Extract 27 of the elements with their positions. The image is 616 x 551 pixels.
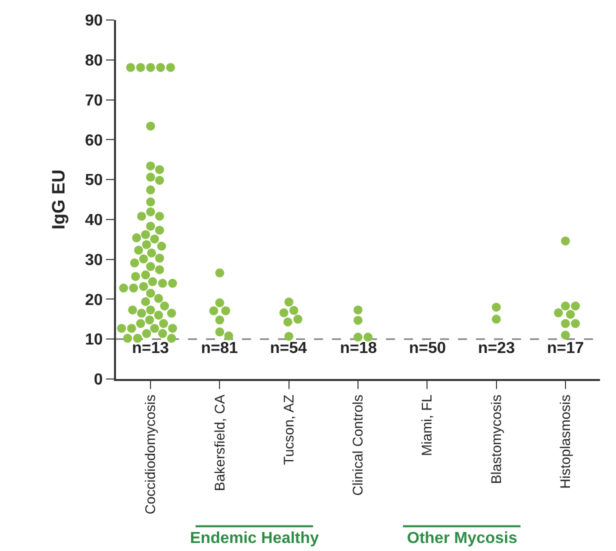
y-tick-label: 70 bbox=[85, 92, 103, 110]
y-axis-title: IgG EU bbox=[48, 169, 69, 230]
y-tick-label: 0 bbox=[94, 372, 103, 389]
y-tick-label: 80 bbox=[85, 52, 103, 70]
y-tick-label: 40 bbox=[85, 212, 103, 230]
x-tick-label: Tucson, AZ bbox=[280, 394, 296, 465]
y-tick-label: 10 bbox=[85, 332, 103, 349]
x-tick-label: Bakersfield, CA bbox=[211, 394, 228, 492]
annotation: n=17 bbox=[547, 340, 584, 357]
annotation: n=13 bbox=[132, 340, 170, 357]
y-tick-label: 50 bbox=[85, 172, 103, 190]
y-tick-label: 60 bbox=[85, 132, 103, 150]
y-tick-label: 90 bbox=[85, 12, 103, 30]
annotation: n=18 bbox=[340, 340, 378, 357]
x-tick-label: Clinical Controls bbox=[350, 394, 366, 496]
annotation: n=54 bbox=[270, 340, 308, 357]
x-tick-label: Miami, FL bbox=[418, 394, 435, 456]
x-tick-label: Coccidiodomycosis bbox=[142, 394, 158, 514]
text: Endemic Healthy bbox=[190, 530, 320, 547]
annotation: n=81 bbox=[201, 340, 238, 357]
text: Other Mycosis bbox=[407, 530, 518, 547]
y-tick-label: 30 bbox=[85, 252, 103, 269]
annotation: n=23 bbox=[478, 340, 516, 357]
annotation: n=50 bbox=[409, 340, 446, 357]
x-tick-label: Histoplasmosis bbox=[556, 394, 573, 489]
x-tick-label: Blastomycosis bbox=[488, 394, 504, 484]
y-tick-label: 20 bbox=[85, 292, 103, 309]
